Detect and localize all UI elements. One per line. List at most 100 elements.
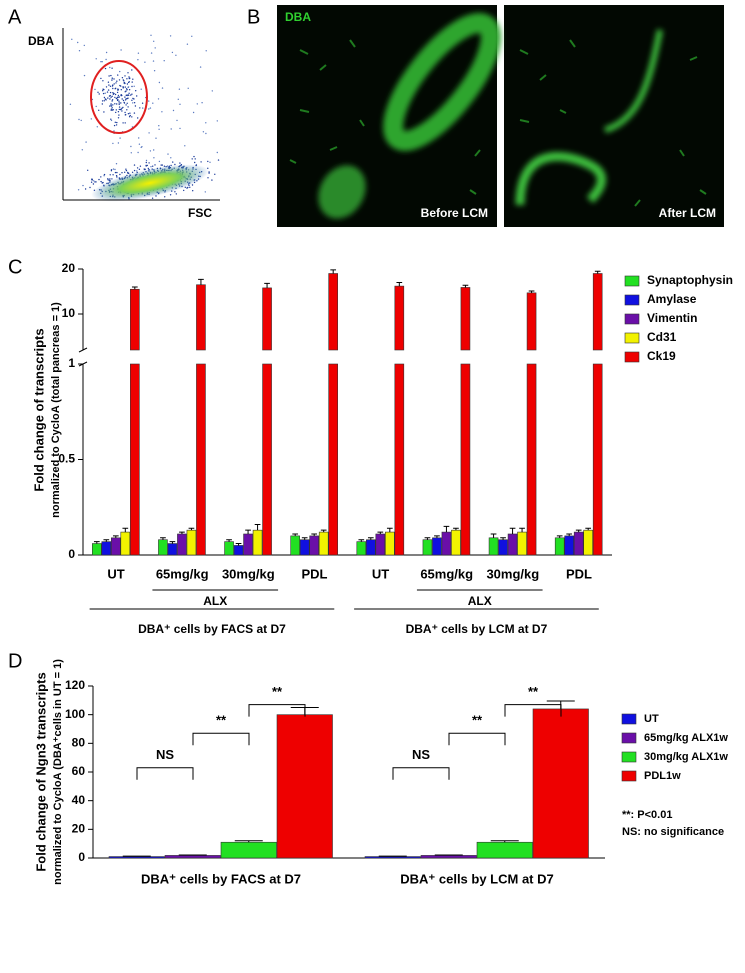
- dot: [108, 84, 110, 86]
- dot: [103, 111, 105, 113]
- dot: [152, 60, 155, 62]
- dot: [200, 161, 202, 163]
- dot: [160, 164, 162, 166]
- dot: [183, 189, 185, 192]
- dot: [170, 157, 172, 159]
- dot: [125, 168, 127, 170]
- dot: [114, 103, 116, 105]
- bar: [583, 529, 593, 556]
- dot: [187, 87, 189, 90]
- dot: [138, 143, 141, 145]
- bar-upper: [130, 288, 140, 351]
- dot: [184, 145, 186, 147]
- dot: [131, 81, 133, 83]
- group-label: ALX: [468, 594, 492, 608]
- dot: [117, 111, 120, 113]
- dot: [150, 166, 152, 168]
- dot: [176, 119, 178, 122]
- dot: [108, 75, 110, 77]
- legend-label: Synaptophysin: [647, 273, 733, 287]
- dot: [143, 168, 145, 170]
- error-bar: [528, 290, 535, 293]
- dot: [148, 108, 150, 110]
- bar: [532, 708, 589, 859]
- caption: Before LCM: [421, 206, 488, 220]
- error-bar: [160, 537, 166, 540]
- dot: [115, 175, 118, 177]
- dot: [132, 78, 134, 80]
- error-bar: [245, 529, 251, 534]
- bracket: [448, 732, 506, 746]
- bar: [507, 533, 518, 556]
- dot: [121, 172, 123, 174]
- bar: [441, 531, 452, 556]
- dot: [132, 97, 134, 100]
- legend-swatch: [621, 732, 637, 744]
- dot: [115, 124, 118, 126]
- dot: [100, 180, 102, 183]
- bar: [309, 535, 319, 556]
- dot: [148, 100, 150, 102]
- dot: [126, 109, 128, 111]
- dot: [118, 114, 120, 116]
- legend-swatch: [621, 770, 637, 782]
- dot: [121, 110, 123, 112]
- dot: [136, 167, 139, 169]
- dot: [124, 114, 127, 116]
- speckles: [289, 39, 707, 207]
- dot: [83, 44, 86, 47]
- dot: [133, 102, 136, 104]
- dot: [158, 128, 160, 130]
- dot: [208, 171, 210, 173]
- group-label: ALX: [203, 594, 227, 608]
- bracket: [392, 767, 450, 780]
- dot: [111, 99, 114, 101]
- dot: [101, 61, 103, 63]
- dot: [115, 163, 118, 165]
- bar: [130, 363, 140, 556]
- dot: [104, 67, 107, 70]
- dot: [122, 99, 125, 102]
- error-bar: [509, 527, 516, 534]
- dot: [109, 105, 111, 107]
- dot: [102, 80, 104, 82]
- dot: [118, 79, 121, 81]
- dot: [101, 182, 103, 184]
- dot: [192, 111, 195, 114]
- dot: [125, 88, 128, 90]
- dot: [119, 70, 121, 73]
- error-bar: [254, 523, 261, 531]
- bar-upper: [262, 287, 272, 351]
- dot: [127, 86, 130, 88]
- dot: [164, 196, 166, 198]
- y-tick-label: 80: [72, 736, 86, 750]
- dot: [98, 178, 100, 181]
- x-tick-label: 65mg/kg: [420, 566, 473, 581]
- dot: [137, 59, 139, 61]
- legend-label: UT: [644, 713, 659, 725]
- panel-label: A: [8, 6, 22, 28]
- error-bar: [575, 529, 582, 533]
- x-tick-label: UT: [107, 566, 124, 581]
- dot: [119, 108, 122, 111]
- dot: [125, 104, 127, 106]
- dot: [211, 179, 213, 181]
- dot: [192, 190, 194, 192]
- dot: [82, 184, 84, 187]
- dot: [109, 85, 112, 88]
- dot: [167, 153, 169, 155]
- dot: [151, 197, 154, 199]
- dot: [113, 124, 116, 127]
- dot: [100, 61, 102, 63]
- legend-swatch: [624, 275, 640, 287]
- dot: [127, 171, 129, 174]
- dot: [121, 94, 123, 97]
- dot: [109, 174, 111, 176]
- dot: [170, 128, 172, 130]
- error-bar: [585, 527, 592, 531]
- dot: [128, 89, 131, 91]
- bar: [573, 531, 584, 556]
- dot: [122, 122, 124, 124]
- dot: [114, 96, 116, 99]
- dot: [87, 169, 89, 171]
